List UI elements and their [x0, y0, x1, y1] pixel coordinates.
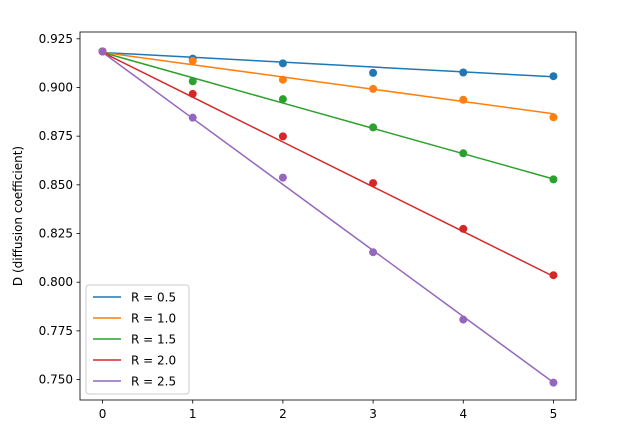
data-point-4-0 — [98, 47, 107, 56]
plot-area — [79, 31, 577, 401]
y-tick-label-0: 0.750 — [39, 373, 73, 387]
data-point-4-3 — [369, 248, 378, 257]
data-point-1-4 — [459, 95, 468, 104]
data-point-4-2 — [278, 173, 287, 182]
data-point-0-3 — [369, 68, 378, 77]
data-point-3-1 — [188, 89, 197, 98]
legend-label-0: R = 0.5 — [131, 291, 176, 305]
series-layer — [98, 47, 558, 387]
y-tick-label-6: 0.900 — [39, 80, 73, 94]
legend-item-2: R = 1.5 — [93, 333, 176, 347]
x-tick-label-1: 1 — [189, 407, 197, 421]
y-tick-label-4: 0.850 — [39, 178, 73, 192]
data-point-1-2 — [278, 75, 287, 84]
x-axis: 0 1 2 3 4 5 — [99, 400, 558, 421]
series-2 — [98, 47, 558, 184]
y-tick-label-3: 0.825 — [39, 227, 73, 241]
legend-label-2: R = 1.5 — [131, 333, 176, 347]
data-point-4-4 — [459, 315, 468, 324]
x-tick-label-3: 3 — [369, 407, 377, 421]
legend-box — [85, 284, 190, 395]
data-point-2-3 — [369, 123, 378, 132]
data-point-3-2 — [278, 132, 287, 141]
data-point-2-1 — [188, 77, 197, 86]
data-point-2-2 — [278, 95, 287, 104]
legend-item-4: R = 2.5 — [93, 375, 176, 389]
y-axis: 0.750 0.775 0.800 0.825 0.850 0.875 0.900 0.925 — [39, 32, 80, 387]
legend-item-1: R = 1.0 — [93, 312, 176, 326]
legend-label-1: R = 1.0 — [131, 312, 176, 326]
legend: R = 0.5 R = 1.0 R = 1.5 R = 2.0 R = 2.5 — [85, 284, 190, 395]
legend-item-0: R = 0.5 — [93, 291, 176, 305]
x-tick-label-0: 0 — [99, 407, 107, 421]
data-point-2-5 — [549, 175, 558, 184]
legend-label-4: R = 2.5 — [131, 375, 176, 389]
series-line-1 — [102, 51, 554, 115]
series-line-3 — [102, 51, 554, 278]
data-point-3-3 — [369, 179, 378, 188]
y-tick-label-5: 0.875 — [39, 129, 73, 143]
series-0 — [98, 47, 558, 81]
data-point-1-5 — [549, 113, 558, 122]
y-tick-label-2: 0.800 — [39, 275, 73, 289]
data-point-1-1 — [188, 56, 197, 65]
y-axis-label: D (diffusion coefficient) — [11, 146, 25, 286]
data-point-2-4 — [459, 149, 468, 158]
data-point-0-4 — [459, 68, 468, 77]
series-line-0 — [102, 51, 554, 78]
x-tick-label-5: 5 — [550, 407, 558, 421]
data-point-3-4 — [459, 224, 468, 233]
y-tick-label-1: 0.775 — [39, 324, 73, 338]
axes-frame — [79, 31, 577, 401]
data-point-4-1 — [188, 113, 197, 122]
series-3 — [98, 47, 558, 280]
legend-item-3: R = 2.0 — [93, 354, 176, 368]
data-point-1-3 — [369, 84, 378, 93]
series-line-4 — [102, 51, 554, 384]
data-point-4-5 — [549, 378, 558, 387]
data-point-0-2 — [278, 59, 287, 68]
series-line-2 — [102, 51, 554, 180]
data-point-0-5 — [549, 72, 558, 81]
x-tick-label-4: 4 — [459, 407, 467, 421]
y-tick-label-7: 0.925 — [39, 32, 73, 46]
series-4 — [98, 47, 558, 387]
x-tick-label-2: 2 — [279, 407, 287, 421]
legend-label-3: R = 2.0 — [131, 354, 176, 368]
data-point-3-5 — [549, 271, 558, 280]
